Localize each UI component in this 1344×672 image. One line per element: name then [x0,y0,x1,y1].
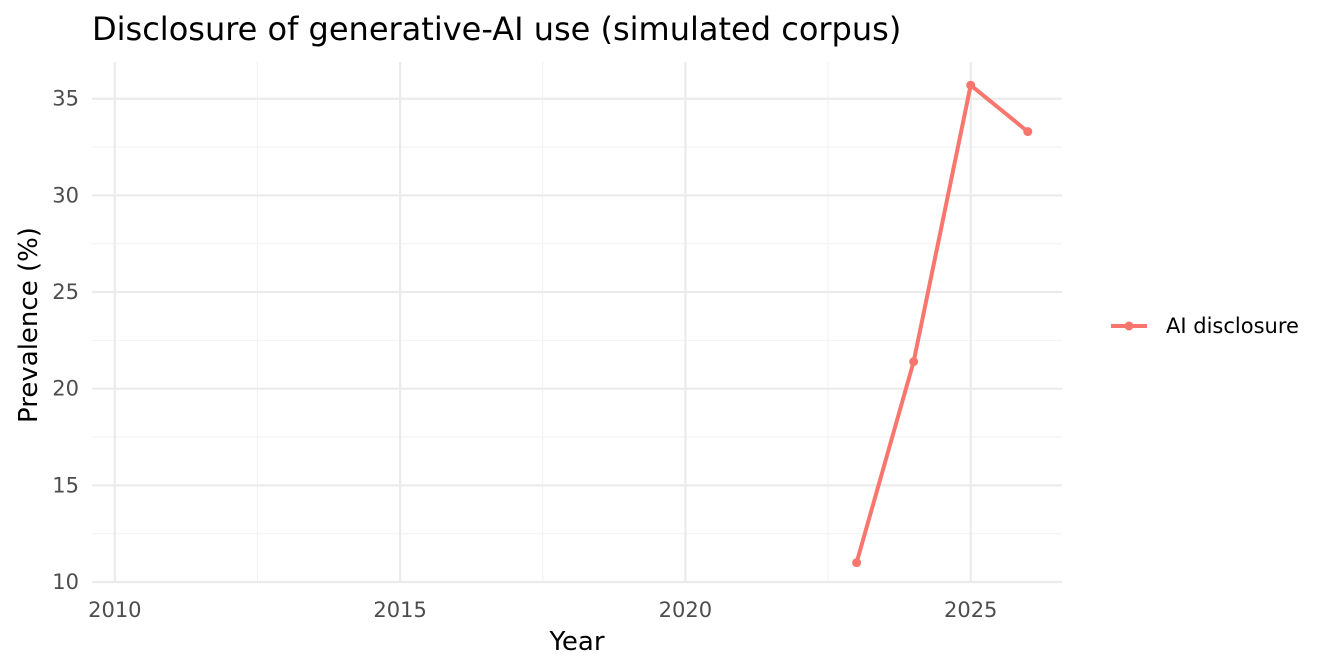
chart-title: Disclosure of generative-AI use (simulat… [92,10,901,48]
data-point [852,558,862,568]
y-axis-tick-labels: 10 15 20 25 30 35 [52,87,79,594]
data-point [966,80,976,90]
legend-label: AI disclosure [1166,314,1299,338]
y-axis-title: Prevalence (%) [14,227,44,423]
y-tick-label: 15 [52,473,79,497]
series-layer [852,80,1033,568]
x-tick-label: 2025 [944,598,997,622]
major-gridlines [92,62,1062,584]
y-tick-label: 10 [52,570,79,594]
x-tick-label: 2010 [88,598,141,622]
legend-key-point [1124,321,1134,331]
data-point [909,357,919,367]
y-tick-label: 30 [52,183,79,207]
y-tick-label: 20 [52,377,79,401]
y-tick-label: 35 [52,87,79,111]
data-point [1023,127,1033,137]
minor-gridlines [92,62,1062,582]
x-tick-label: 2020 [659,598,712,622]
y-tick-label: 25 [52,280,79,304]
x-axis-tick-labels: 2010 2015 2020 2025 [88,598,997,622]
legend: AI disclosure [1111,314,1299,338]
x-axis-title: Year [548,627,604,657]
x-tick-label: 2015 [373,598,426,622]
series-line [854,83,1030,564]
